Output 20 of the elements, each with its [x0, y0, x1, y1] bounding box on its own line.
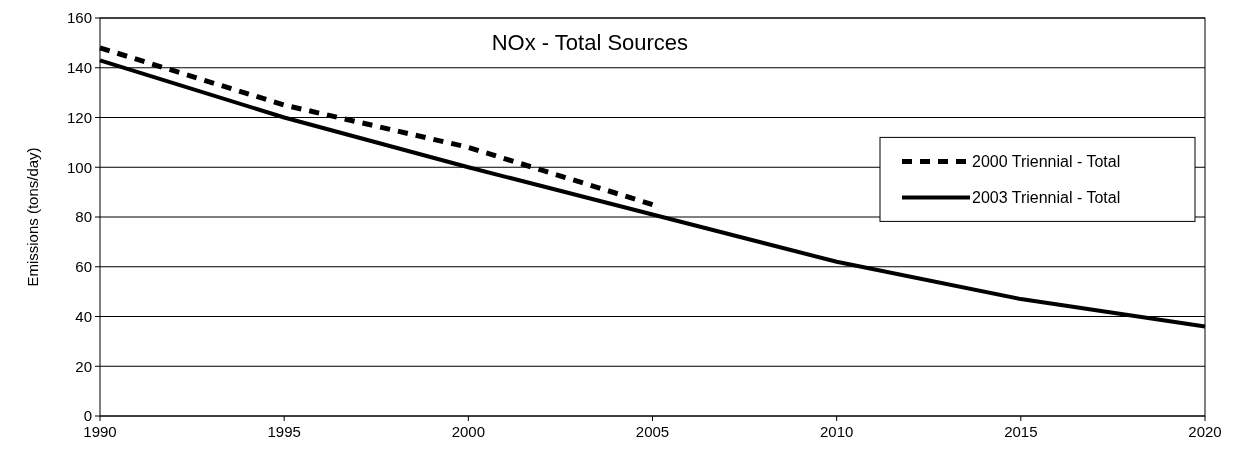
y-axis-title: Emissions (tons/day): [24, 147, 41, 287]
y-tick-label: 80: [75, 208, 92, 226]
y-tick-label: 0: [83, 407, 92, 425]
x-tick-label: 2010: [819, 423, 854, 440]
x-tick-label: 2005: [635, 423, 670, 440]
y-tick-label: 160: [66, 9, 92, 27]
legend-label: 2000 Triennial - Total: [972, 153, 1121, 170]
x-tick-label: 2020: [1188, 423, 1222, 440]
y-tick-label: 60: [75, 258, 92, 275]
x-tick-label: 2000: [451, 423, 486, 440]
y-tick-label: 120: [66, 108, 92, 126]
legend-label: 2003 Triennial - Total: [972, 189, 1121, 206]
x-tick-label: 1990: [83, 423, 117, 440]
y-tick-label: 40: [75, 307, 92, 325]
x-tick-label: 2015: [1004, 423, 1038, 440]
y-tick-label: 140: [66, 59, 92, 76]
y-tick-label: 20: [75, 357, 92, 375]
y-tick-label: 100: [66, 158, 92, 176]
text: NOx - Total Sources: [491, 30, 689, 55]
x-tick-label: 1995: [267, 423, 301, 440]
